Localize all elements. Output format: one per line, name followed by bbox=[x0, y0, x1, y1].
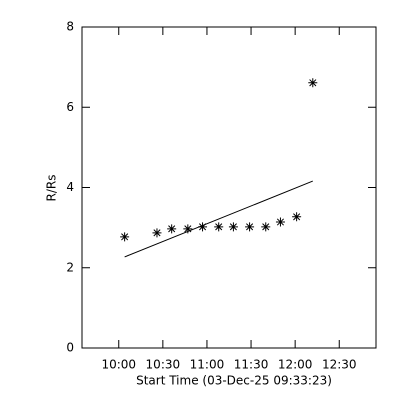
data-point bbox=[198, 222, 208, 232]
data-point bbox=[167, 224, 177, 234]
data-point bbox=[245, 222, 255, 232]
x-tick-label: 10:30 bbox=[146, 358, 181, 372]
data-point bbox=[261, 222, 271, 232]
data-point bbox=[120, 232, 130, 242]
fit-line bbox=[124, 180, 313, 258]
x-axis-label: Start Time (03-Dec-25 09:33:23) bbox=[136, 374, 332, 388]
y-tick-label: 2 bbox=[66, 260, 74, 274]
y-tick-label: 8 bbox=[66, 20, 74, 34]
y-tick-label: 4 bbox=[66, 180, 74, 194]
x-tick-label: 12:30 bbox=[322, 358, 357, 372]
data-point bbox=[152, 228, 162, 238]
y-tick-label: 0 bbox=[66, 341, 74, 355]
x-tick-label: 11:00 bbox=[190, 358, 225, 372]
plot-frame bbox=[81, 26, 377, 349]
data-point bbox=[275, 217, 285, 227]
y-tick-label: 6 bbox=[66, 100, 74, 114]
data-point bbox=[308, 78, 318, 88]
x-tick-label: 11:30 bbox=[234, 358, 269, 372]
x-tick-label: 12:00 bbox=[278, 358, 313, 372]
data-point bbox=[214, 222, 224, 232]
data-point bbox=[183, 224, 193, 234]
y-axis-label: R/Rs bbox=[45, 175, 59, 202]
x-tick-label: 10:00 bbox=[101, 358, 136, 372]
data-point bbox=[292, 212, 302, 222]
data-point bbox=[228, 222, 238, 232]
